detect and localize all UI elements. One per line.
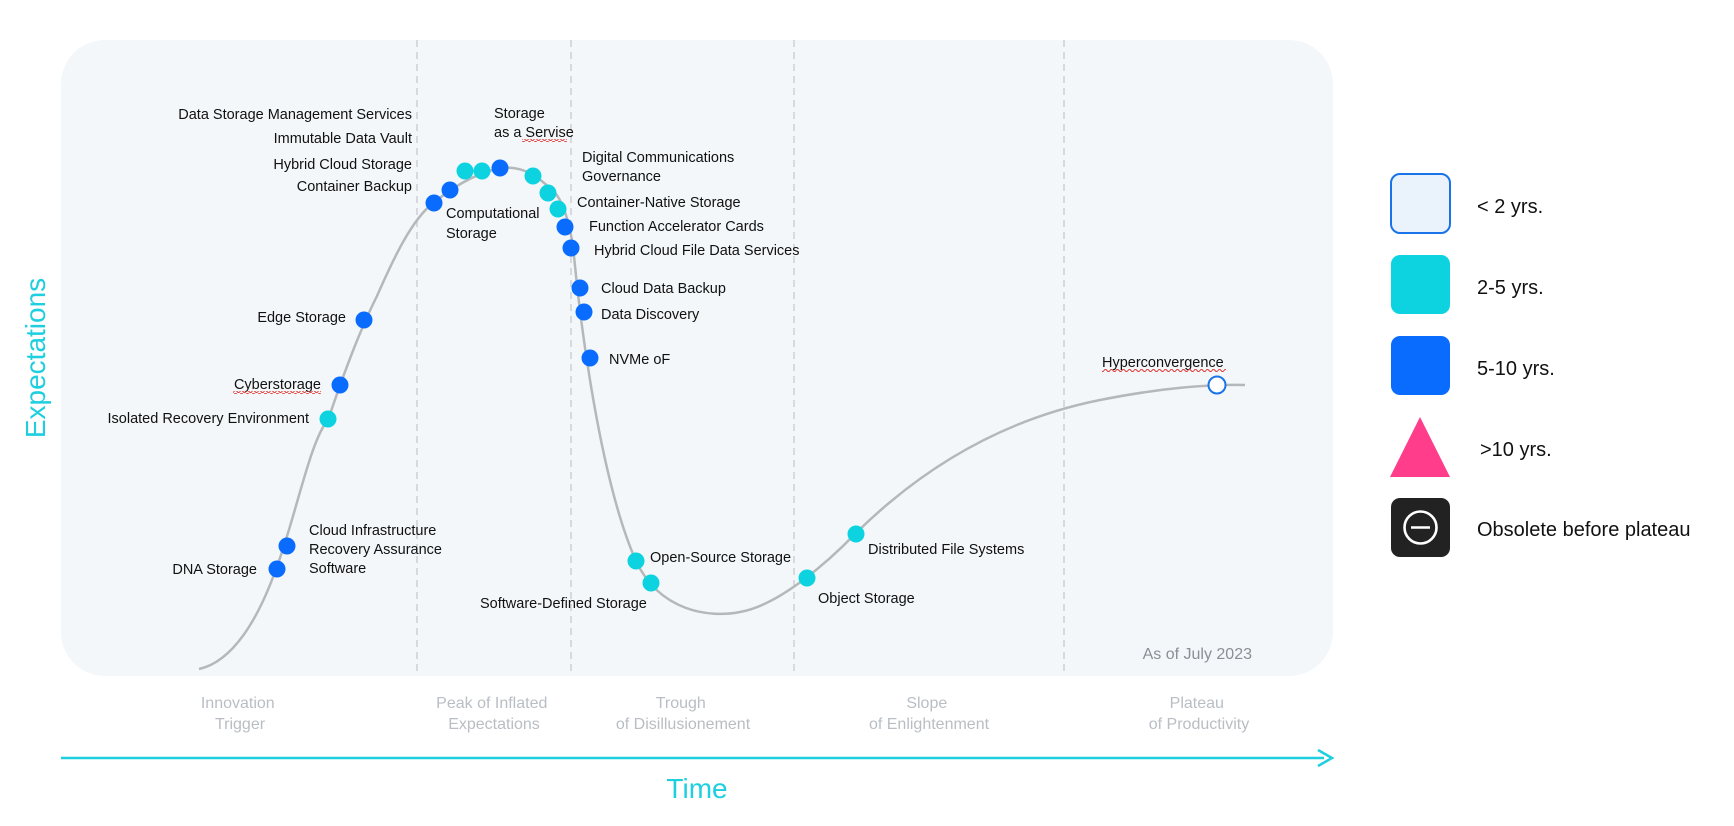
tech-marker xyxy=(456,162,474,180)
technology-labels: Data Storage Management Services Immutab… xyxy=(108,106,1226,612)
phase-label: Peak of Inflated Expectations xyxy=(436,695,552,733)
legend-swatch-2to5 xyxy=(1391,255,1450,314)
legend-label: < 2 yrs. xyxy=(1477,196,1543,218)
tech-label: Immutable Data Vault xyxy=(274,131,412,147)
tech-label: Data Storage Management Services xyxy=(178,107,412,123)
spellcheck-underline xyxy=(522,139,567,142)
tech-label: Data Discovery xyxy=(601,307,700,323)
tech-label: Object Storage xyxy=(818,591,915,607)
tech-marker xyxy=(562,239,580,257)
tech-marker xyxy=(549,200,567,218)
tech-marker xyxy=(491,159,509,177)
phase-label: Trough of Disillusionement xyxy=(616,695,751,733)
tech-label: Container-Native Storage xyxy=(577,195,741,211)
x-axis-title: Time xyxy=(666,773,727,804)
legend-label: 2-5 yrs. xyxy=(1477,277,1544,299)
tech-label: Edge Storage xyxy=(257,310,346,326)
chart-panel xyxy=(61,40,1333,676)
tech-label: Software-Defined Storage xyxy=(480,596,647,612)
phase-labels: Innovation Trigger Peak of Inflated Expe… xyxy=(201,695,1249,733)
legend-swatch-5to10 xyxy=(1391,336,1450,395)
tech-marker xyxy=(278,537,296,555)
tech-label: Storage as a Servise xyxy=(494,106,574,141)
tech-label: Open-Source Storage xyxy=(650,550,791,566)
tech-label: Function Accelerator Cards xyxy=(589,219,764,235)
tech-label: Distributed File Systems xyxy=(868,542,1024,558)
tech-label: Cloud Infrastructure Recovery Assurance … xyxy=(309,523,446,577)
phase-label: Slope of Enlightenment xyxy=(869,695,990,733)
legend: < 2 yrs. 2-5 yrs. 5-10 yrs. >10 yrs. Obs… xyxy=(1390,173,1691,557)
tech-marker xyxy=(798,569,816,587)
phase-label: Innovation Trigger xyxy=(201,695,279,733)
technology-markers xyxy=(268,159,1227,592)
tech-marker xyxy=(331,376,349,394)
tech-label: Digital Communications Governance xyxy=(582,150,738,185)
tech-label: Container Backup xyxy=(297,179,412,195)
legend-label: 5-10 yrs. xyxy=(1477,358,1555,380)
tech-marker xyxy=(268,560,286,578)
y-axis-title: Expectations xyxy=(20,278,51,438)
phase-separators xyxy=(416,40,1065,676)
tech-label: Cloud Data Backup xyxy=(601,281,726,297)
legend-label: >10 yrs. xyxy=(1480,439,1552,461)
tech-label: Computational Storage xyxy=(446,206,544,242)
tech-label: Cyberstorage xyxy=(234,377,321,393)
tech-marker xyxy=(425,194,443,212)
tech-label: Isolated Recovery Environment xyxy=(108,411,310,427)
tech-marker xyxy=(571,279,589,297)
tech-label: Hybrid Cloud Storage xyxy=(273,157,412,173)
tech-marker xyxy=(441,181,459,199)
tech-marker xyxy=(1207,375,1227,395)
tech-marker xyxy=(524,167,542,185)
tech-label: NVMe oF xyxy=(609,352,670,368)
tech-marker xyxy=(642,574,660,592)
legend-swatch-lt2 xyxy=(1390,173,1451,234)
tech-marker xyxy=(473,162,491,180)
tech-marker xyxy=(627,552,645,570)
time-axis-arrowhead xyxy=(1317,748,1335,768)
minus-circle-icon xyxy=(1403,510,1438,545)
tech-marker xyxy=(581,349,599,367)
legend-swatch-gt10-triangle xyxy=(1390,417,1450,477)
tech-marker xyxy=(575,303,593,321)
legend-label: Obsolete before plateau xyxy=(1477,519,1691,541)
tech-marker xyxy=(847,525,865,543)
tech-marker xyxy=(556,218,574,236)
tech-marker xyxy=(319,410,337,428)
phase-label: Plateau of Productivity xyxy=(1149,695,1249,733)
spellcheck-underline xyxy=(1102,369,1226,372)
tech-marker xyxy=(355,311,373,329)
tech-marker xyxy=(539,184,557,202)
spellcheck-underline xyxy=(233,391,321,394)
as-of-date: As of July 2023 xyxy=(1143,646,1253,663)
tech-label: Hybrid Cloud File Data Services xyxy=(594,243,800,259)
tech-label: Hyperconvergence xyxy=(1102,355,1224,371)
tech-label: DNA Storage xyxy=(172,562,257,578)
